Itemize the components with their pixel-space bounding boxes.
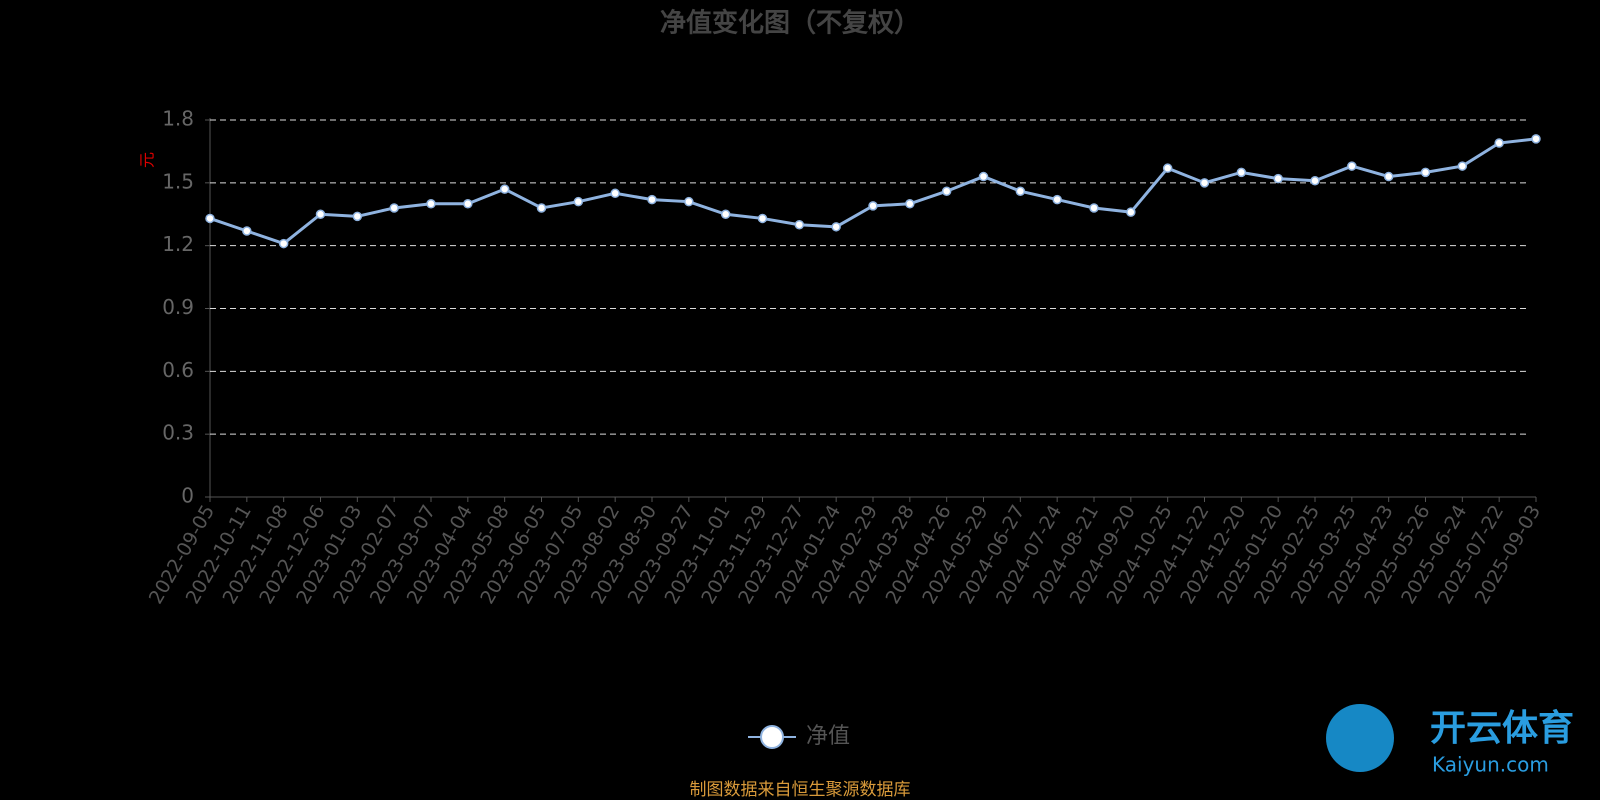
data-point (941, 186, 952, 196)
data-point (610, 188, 620, 199)
data-point (426, 199, 436, 209)
y-tick-label: 0.9 (162, 295, 194, 319)
y-tick-label: 0 (181, 484, 194, 508)
data-point (720, 209, 731, 219)
data-point (1531, 134, 1541, 144)
watermark-site: Kaiyun.com (1432, 753, 1549, 777)
data-point (242, 226, 252, 236)
data-point (647, 194, 657, 205)
data-point (1126, 207, 1136, 217)
data-point (352, 211, 363, 222)
y-tick-label: 1.2 (162, 232, 194, 256)
y-tick-label: 0.3 (162, 421, 194, 445)
data-point (536, 203, 547, 213)
data-point (1236, 167, 1247, 178)
source-note: 制图数据来自恒生聚源数据库 (690, 780, 911, 800)
data-point (499, 184, 510, 194)
chart-title: 净值变化图（不复权） (660, 8, 920, 39)
data-point (1015, 186, 1026, 196)
data-point (573, 196, 584, 207)
data-point (978, 171, 989, 182)
data-point (1457, 161, 1468, 171)
data-point (278, 238, 289, 249)
data-point (1089, 203, 1099, 213)
data-point (905, 199, 915, 209)
data-point (1199, 178, 1210, 188)
data-point (1273, 173, 1283, 184)
data-point (868, 201, 878, 211)
data-point (315, 209, 326, 219)
data-point (463, 199, 473, 209)
data-point (1162, 163, 1173, 173)
data-point (757, 213, 768, 224)
y-tick-label: 1.8 (162, 107, 194, 131)
data-point (684, 196, 694, 207)
data-point (1310, 175, 1320, 186)
data-point (831, 222, 841, 232)
data-point (1420, 167, 1431, 178)
y-axis-label: 元 (138, 152, 157, 168)
data-point (1494, 138, 1504, 148)
data-point (389, 203, 399, 213)
data-point (794, 219, 805, 230)
legend-label: 净值 (806, 724, 850, 749)
logo-icon (1326, 704, 1394, 772)
series-line (209, 137, 1537, 246)
y-tick-label: 1.5 (162, 169, 194, 193)
data-point (1347, 161, 1357, 171)
data-point (205, 213, 215, 224)
y-tick-label: 0.6 (162, 358, 194, 382)
legend-marker (760, 725, 784, 749)
watermark: 开云体育 Kaiyun.com (1326, 704, 1574, 777)
watermark-brand: 开云体育 (1430, 708, 1574, 749)
data-point (1052, 194, 1062, 205)
data-point (1383, 171, 1394, 182)
